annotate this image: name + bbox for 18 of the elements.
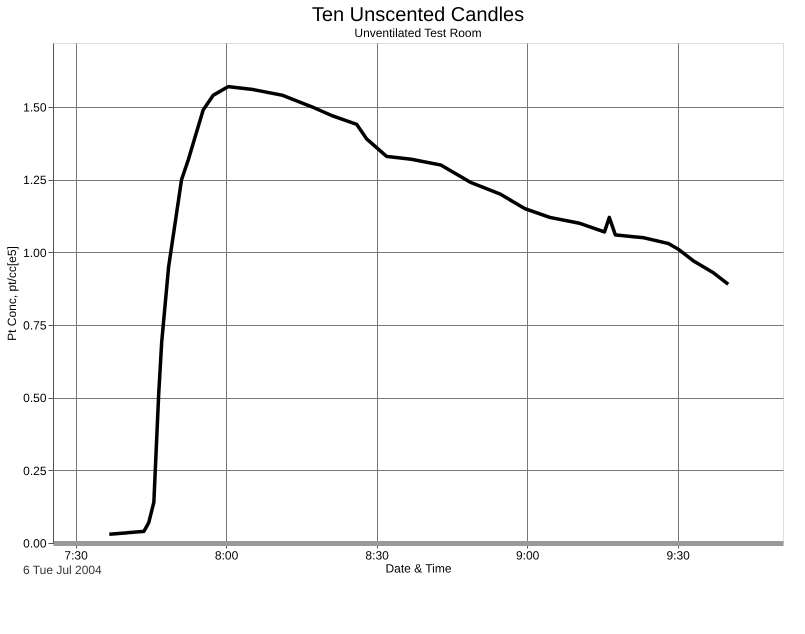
y-tick-label: 1.00 [23, 246, 47, 260]
x-tick-label: 7:30 [64, 548, 88, 562]
line-series [108, 84, 730, 536]
x-tick-label: 8:00 [214, 548, 239, 562]
y-tick-label: 1.25 [23, 173, 47, 188]
x-tick-label: 9:30 [666, 548, 690, 562]
text: 6 Tue Jul 2004 [23, 563, 102, 577]
x-tick-label: 8:30 [365, 548, 390, 562]
chart-title: Ten Unscented Candles [312, 4, 524, 26]
x-tick-label: 9:00 [516, 548, 540, 562]
y-tick-label: 0.00 [23, 536, 47, 550]
x-axis-title: Date & Time [385, 562, 452, 576]
y-tick-label: 1.50 [23, 100, 47, 114]
y-tick-label: 0.25 [23, 464, 47, 478]
y-axis-title: Pt Conc, pt/cc[e5] [5, 246, 20, 341]
chart-subtitle: Unventilated Test Room [354, 26, 482, 40]
y-tick-label: 0.50 [23, 391, 47, 406]
y-tick-label: 0.75 [23, 318, 47, 332]
